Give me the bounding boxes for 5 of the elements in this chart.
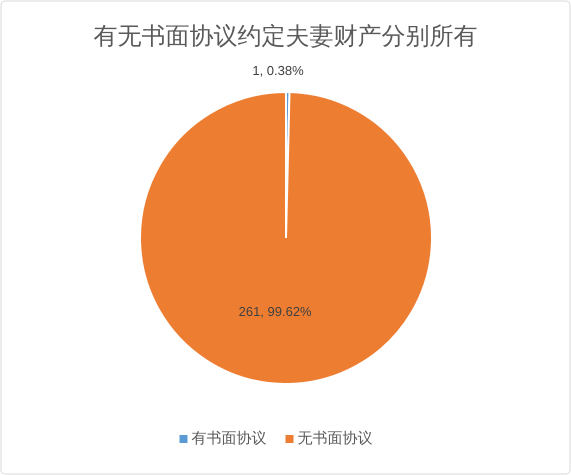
legend-label: 无书面协议 (298, 430, 372, 447)
data-label: 1, 0.38% (252, 63, 304, 78)
legend-label: 有书面协议 (192, 430, 266, 447)
data-label: 261, 99.62% (238, 304, 312, 319)
chart-title: 有无书面协议约定夫妻财产分别所有 (94, 23, 478, 50)
